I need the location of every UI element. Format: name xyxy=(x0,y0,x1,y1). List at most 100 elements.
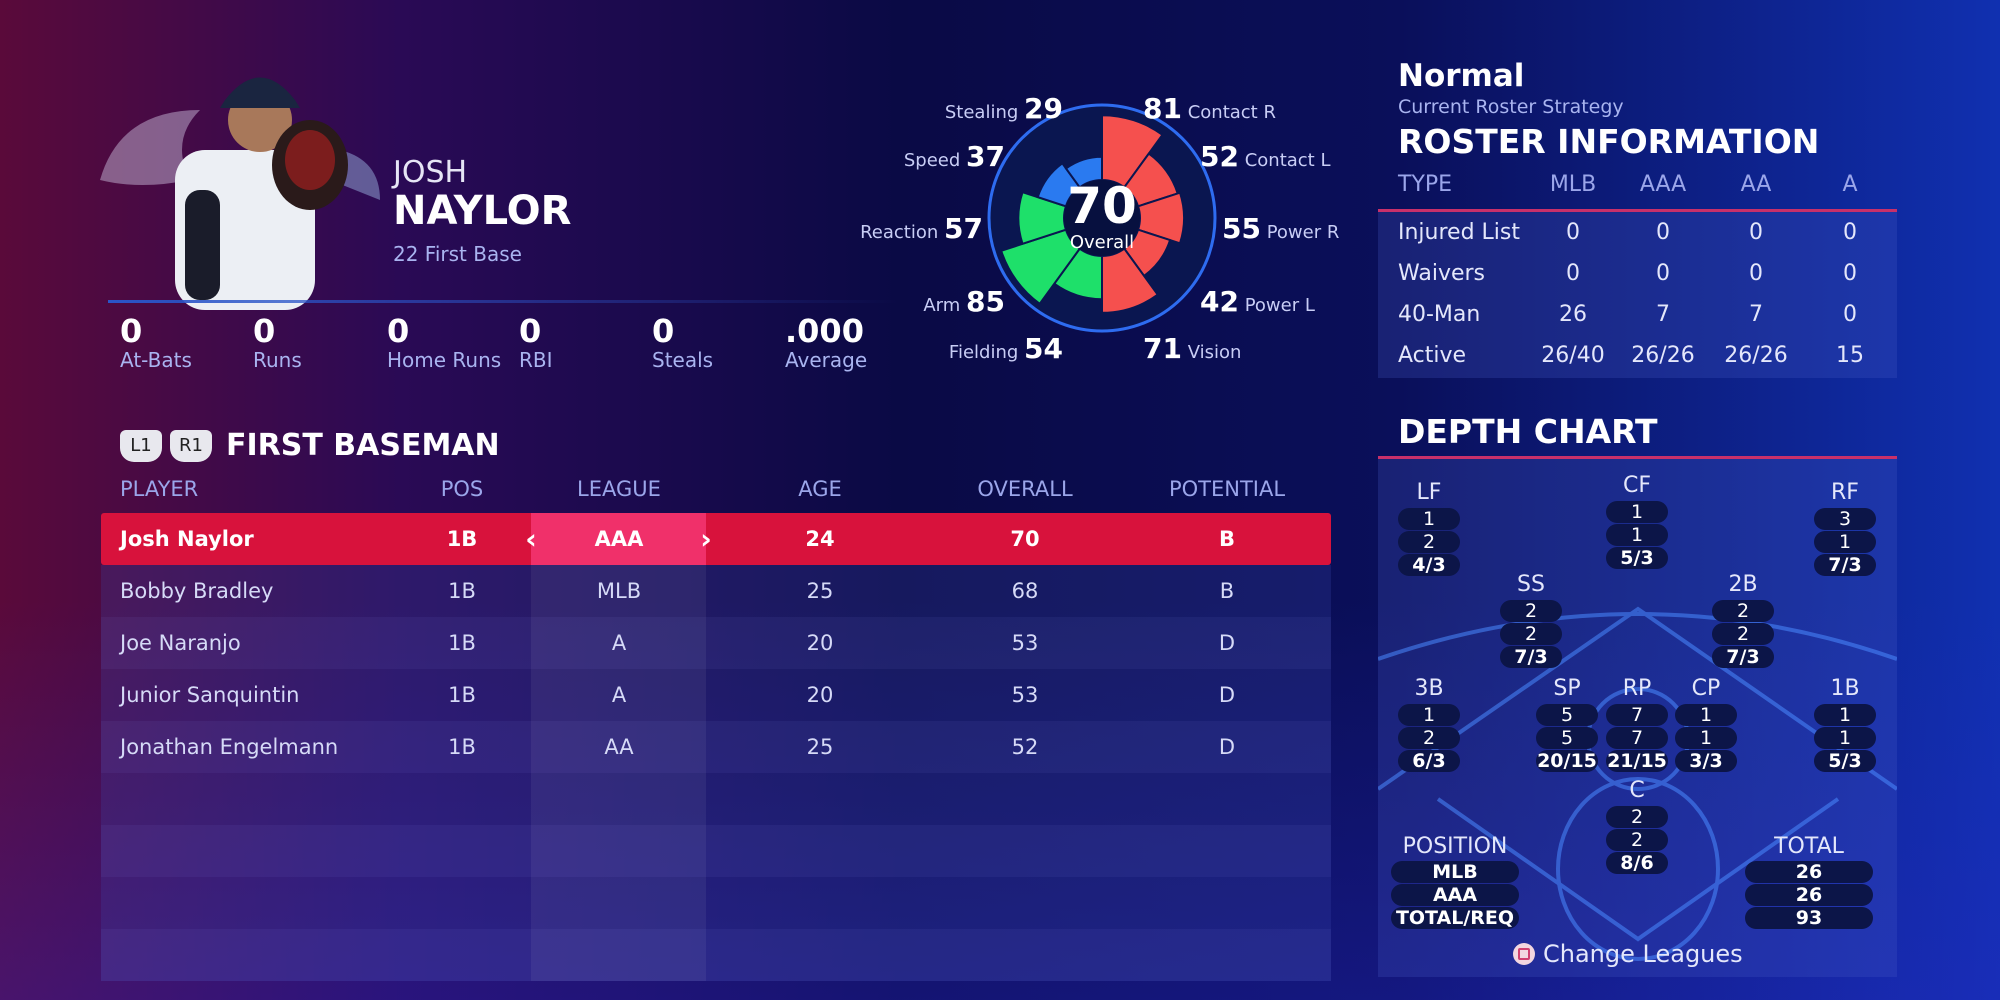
change-leagues-label: Change Leagues xyxy=(1543,940,1743,968)
rating-value: 85 xyxy=(966,285,1005,318)
depth-chart-title: DEPTH CHART xyxy=(1398,412,1658,451)
depth-count: 2 xyxy=(1606,806,1668,828)
r1-button[interactable]: R1 xyxy=(170,429,212,462)
rating-name: Stealing xyxy=(944,102,1019,123)
depth-count: 7/3 xyxy=(1712,646,1774,668)
depth-count: 4/3 xyxy=(1398,554,1460,576)
league-column-cell xyxy=(531,513,706,565)
league-next-arrow[interactable]: › xyxy=(700,522,712,556)
depth-position-rf[interactable]: RF xyxy=(1831,480,1859,505)
roster-type: Active xyxy=(1398,343,1467,368)
roster-value: 7 xyxy=(1656,302,1670,327)
table-row[interactable]: Joe Naranjo 1B A 20 53 D xyxy=(101,617,1331,669)
depth-position-lf[interactable]: LF xyxy=(1416,480,1442,505)
roster-value: 0 xyxy=(1843,261,1857,286)
rating-value: 52 xyxy=(1200,140,1239,173)
depth-position-2b[interactable]: 2B xyxy=(1728,572,1758,597)
column-header-overall[interactable]: OVERALL xyxy=(977,477,1073,501)
stat-value: 0 xyxy=(120,312,143,350)
stat-steals: 0 Steals xyxy=(652,314,713,372)
depth-count: 1 xyxy=(1398,704,1460,726)
player-name: Josh Naylor xyxy=(120,527,254,551)
rating-value: 57 xyxy=(944,212,983,245)
roster-type: Waivers xyxy=(1398,261,1486,286)
roster-value: 0 xyxy=(1843,302,1857,327)
depth-count: 5/3 xyxy=(1606,547,1668,569)
empty-row xyxy=(101,825,1331,877)
depth-count: 7 xyxy=(1606,727,1668,749)
table-row[interactable]: Bobby Bradley 1B MLB 25 68 B xyxy=(101,565,1331,617)
column-header-potential[interactable]: POTENTIAL xyxy=(1168,477,1286,501)
potential: D xyxy=(1218,735,1236,759)
total-value: 93 xyxy=(1745,907,1873,929)
table-row[interactable]: Junior Sanquintin 1B A 20 53 D xyxy=(101,669,1331,721)
depth-count: 6/3 xyxy=(1398,750,1460,772)
stat-value: .000 xyxy=(785,312,864,350)
player-name: Bobby Bradley xyxy=(120,579,274,603)
divider xyxy=(1378,209,1897,212)
roster-strategy: Normal xyxy=(1398,58,1525,94)
position: 1B xyxy=(448,631,476,655)
rating-label-vision: 71 Vision xyxy=(1143,332,1241,365)
rating-name: Arm xyxy=(923,295,961,316)
table-row[interactable]: ‹ › Josh Naylor 1B AAA 24 70 B xyxy=(101,513,1331,565)
league-column-cell xyxy=(531,669,706,721)
position: 1B xyxy=(448,579,476,603)
total-title: TOTAL xyxy=(1774,834,1844,859)
roster-header-aa: AA xyxy=(1740,172,1772,197)
roster-row: 40-Man 26 7 7 0 xyxy=(1378,302,1897,332)
age: 25 xyxy=(806,735,834,759)
column-header-age[interactable]: AGE xyxy=(798,477,842,501)
roster-header-aaa: AAA xyxy=(1639,172,1687,197)
league: A xyxy=(611,683,627,707)
player-name: Joe Naranjo xyxy=(120,631,241,655)
depth-count: 5 xyxy=(1536,727,1598,749)
roster-value: 0 xyxy=(1566,220,1580,245)
column-header-pos[interactable]: POS xyxy=(440,477,484,501)
l1-button[interactable]: L1 xyxy=(120,429,162,462)
depth-position-3b[interactable]: 3B xyxy=(1414,676,1444,701)
square-button-icon xyxy=(1513,943,1535,965)
roster-table: Injured List 0 0 0 0 Waivers 0 0 0 0 40-Man 26 7 7 0 Ac… xyxy=(1378,212,1897,378)
rating-value: 42 xyxy=(1200,285,1239,318)
depth-position-sp[interactable]: SP xyxy=(1553,676,1581,701)
depth-count: 5/3 xyxy=(1814,750,1876,772)
league-prev-arrow[interactable]: ‹ xyxy=(525,522,537,556)
column-header-player[interactable]: PLAYER xyxy=(120,477,199,501)
depth-position-cf[interactable]: CF xyxy=(1622,473,1652,498)
depth-position-1b[interactable]: 1B xyxy=(1830,676,1860,701)
depth-count: 2 xyxy=(1606,829,1668,851)
depth-count: 7/3 xyxy=(1500,646,1562,668)
empty-row xyxy=(101,929,1331,981)
total-value: 26 xyxy=(1745,861,1873,883)
stat-label: RBI xyxy=(519,348,553,372)
ratings-radial-chart xyxy=(987,103,1217,333)
roster-value: 15 xyxy=(1836,343,1864,368)
depth-count: 7/3 xyxy=(1814,554,1876,576)
roster-type: Injured List xyxy=(1398,220,1520,245)
depth-position-c[interactable]: C xyxy=(1629,778,1645,803)
depth-count: 2 xyxy=(1712,623,1774,645)
rating-label-contact-l: 52 Contact L xyxy=(1200,140,1330,173)
depth-count: 1 xyxy=(1398,508,1460,530)
roster-value: 26/40 xyxy=(1541,343,1605,368)
potential: D xyxy=(1218,631,1236,655)
overall: 70 xyxy=(1010,527,1040,551)
table-row[interactable]: Jonathan Engelmann 1B AA 25 52 D xyxy=(101,721,1331,773)
stat-at-bats: 0 At-Bats xyxy=(120,314,192,372)
empty-row xyxy=(101,877,1331,929)
roster-row: Waivers 0 0 0 0 xyxy=(1378,261,1897,291)
rating-name: Speed xyxy=(903,150,961,171)
depth-count: 1 xyxy=(1675,704,1737,726)
depth-position-rp[interactable]: RP xyxy=(1622,676,1652,701)
depth-position-ss[interactable]: SS xyxy=(1517,572,1545,597)
depth-position-cp[interactable]: CP xyxy=(1691,676,1721,701)
legend-item: TOTAL/REQ xyxy=(1391,907,1519,929)
league-column-cell xyxy=(531,929,706,981)
player-portrait xyxy=(100,77,380,310)
depth-count: 3 xyxy=(1814,508,1876,530)
roster-value: 0 xyxy=(1749,220,1763,245)
change-leagues-button[interactable]: Change Leagues xyxy=(1513,940,1743,968)
league-column-cell xyxy=(531,617,706,669)
column-header-league[interactable]: LEAGUE xyxy=(577,477,661,501)
